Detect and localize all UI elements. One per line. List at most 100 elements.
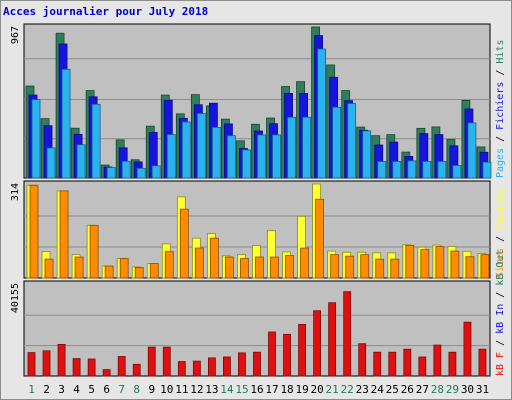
bar-kb-f-day-18: [283, 333, 291, 377]
bar-kb-f-day-19: [298, 324, 306, 377]
bar-pages-day-11: [181, 121, 191, 179]
bar-sites-day-1: [29, 184, 39, 279]
x-axis-labels: 1 2 3 4 5 6 7 8 9 10 11 12 13 14 15 16 17 18 19 20 21 22 23 24 2…: [28, 383, 489, 396]
legend-kbin: kB In: [495, 304, 506, 334]
bar-kb-f-day-1: [27, 352, 36, 377]
bar-kb-f-day-20: [313, 310, 322, 377]
x-tick-day-28: 28: [431, 383, 444, 396]
bar-sites-day-11: [179, 208, 189, 279]
bar-pages-day-15: [242, 149, 251, 179]
bar-sites-day-27: [420, 249, 430, 279]
legend-kbf: kB F: [495, 352, 506, 376]
bar-kb-f-day-10: [162, 346, 171, 377]
bar-kb-f-day-30: [463, 321, 472, 377]
x-tick-day-17: 17: [265, 383, 278, 396]
panel-bottom: 40155 kB F / kB In / kB Out: [10, 250, 506, 377]
bar-kb-f-day-12: [192, 360, 201, 377]
legend-sep: /: [495, 334, 506, 352]
bar-pages-day-18: [287, 116, 296, 179]
bar-pages-day-27: [422, 161, 432, 179]
x-tick-day-30: 30: [461, 383, 474, 396]
x-tick-day-22: 22: [341, 383, 354, 396]
x-tick-day-23: 23: [356, 383, 369, 396]
bar-sites-day-19: [300, 247, 309, 279]
x-tick-day-16: 16: [250, 383, 263, 396]
bar-sites-day-20: [315, 198, 325, 279]
bar-sites-day-6: [104, 265, 114, 279]
bar-pages-day-12: [196, 113, 206, 179]
x-tick-day-1: 1: [28, 383, 35, 396]
legend-sep: /: [495, 230, 506, 248]
bar-sites-day-12: [194, 247, 204, 279]
bar-kb-f-day-4: [72, 358, 81, 377]
legend-sites: Sites: [495, 248, 506, 278]
bar-pages-day-8: [136, 167, 146, 179]
bar-pages-day-31: [482, 161, 492, 179]
x-tick-day-3: 3: [58, 383, 65, 396]
legend-sep: /: [495, 130, 506, 148]
x-tick-day-8: 8: [133, 383, 140, 396]
bar-sites-day-17: [270, 256, 279, 279]
x-tick-day-29: 29: [446, 383, 459, 396]
bar-pages-day-3: [61, 68, 71, 179]
x-tick-day-13: 13: [205, 383, 218, 396]
x-tick-day-24: 24: [371, 383, 385, 396]
legend-files: Fichiers: [495, 82, 506, 130]
bar-sites-day-23: [360, 254, 370, 279]
bar-pages-day-14: [227, 135, 236, 179]
bar-kb-f-day-25: [388, 351, 397, 377]
bar-kb-f-day-31: [478, 348, 487, 377]
bar-sites-day-18: [285, 255, 294, 279]
bar-sites-day-22: [345, 255, 355, 279]
bar-kb-f-day-27: [418, 356, 427, 377]
bar-kb-f-day-8: [132, 363, 141, 377]
x-tick-day-5: 5: [88, 383, 95, 396]
bar-pages-day-7: [121, 160, 131, 179]
x-tick-day-10: 10: [160, 383, 173, 396]
bar-kb-f-day-17: [268, 331, 276, 377]
bar-sites-day-4: [74, 256, 84, 279]
x-tick-day-11: 11: [175, 383, 188, 396]
bar-kb-f-day-3: [57, 343, 66, 377]
x-tick-day-6: 6: [103, 383, 110, 396]
bar-kb-f-day-21: [328, 302, 337, 377]
legend-middle: Sites / Visites: [495, 188, 506, 278]
bar-pages-day-16: [257, 134, 266, 179]
bar-kb-f-day-9: [147, 346, 156, 377]
bar-pages-day-24: [377, 161, 387, 179]
bar-sites-day-31: [480, 254, 490, 279]
bar-pages-day-4: [76, 144, 86, 179]
bar-kb-f-day-11: [177, 361, 186, 377]
bar-sites-day-26: [405, 244, 415, 279]
legend-hits: Hits: [495, 40, 506, 64]
x-tick-day-31: 31: [476, 383, 489, 396]
bar-sites-day-15: [240, 258, 249, 279]
bar-pages-day-25: [392, 161, 402, 179]
bar-kb-f-day-6: [102, 369, 111, 377]
bar-pages-day-26: [407, 160, 417, 179]
bar-pages-day-6: [106, 167, 116, 179]
bar-kb-f-day-13: [207, 357, 216, 377]
bar-kb-f-day-14: [223, 356, 231, 377]
bar-pages-day-28: [437, 161, 447, 179]
x-tick-day-20: 20: [311, 383, 324, 396]
x-tick-day-12: 12: [190, 383, 203, 396]
panel-top: 967 Pages / Fichiers / Hits: [10, 23, 506, 179]
bar-sites-day-21: [330, 254, 340, 279]
bar-sites-day-14: [225, 256, 234, 279]
legend-sep: /: [495, 286, 506, 304]
bar-pages-day-9: [151, 165, 161, 179]
x-tick-day-19: 19: [295, 383, 308, 396]
bar-sites-day-13: [209, 237, 219, 279]
bar-sites-day-24: [375, 258, 385, 279]
bar-pages-day-19: [302, 116, 311, 179]
bar-pages-day-22: [347, 103, 357, 179]
legend-kbout: kB Out: [495, 250, 506, 286]
chart-panels: 967 Pages / Fichiers / Hits 314 Sites / Vis…: [10, 23, 506, 377]
bar-sites-day-2: [44, 258, 54, 279]
x-tick-day-14: 14: [220, 383, 234, 396]
bar-sites-day-25: [390, 258, 400, 279]
bar-sites-day-28: [435, 246, 445, 279]
bar-kb-f-day-26: [403, 348, 412, 377]
